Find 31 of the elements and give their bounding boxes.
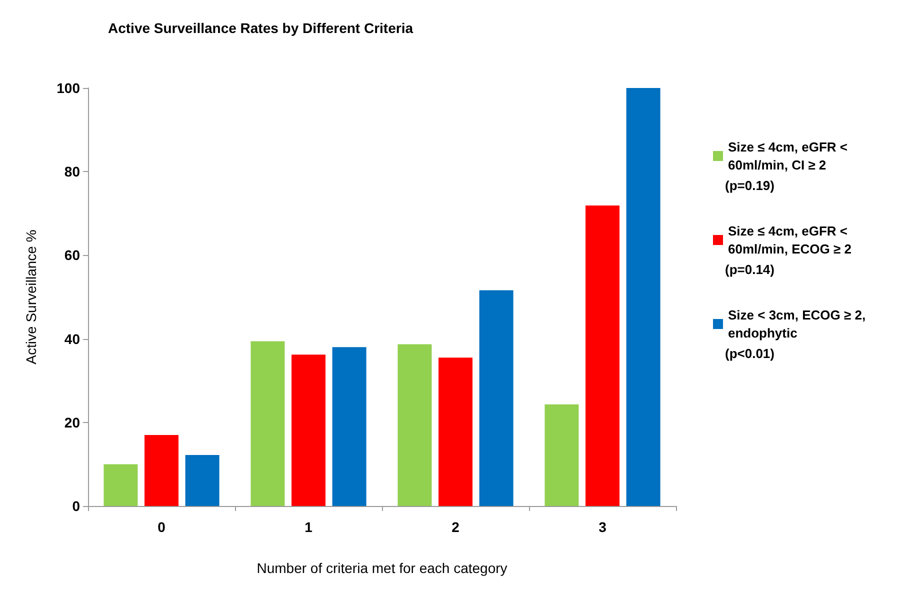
text: (p=0.19) bbox=[725, 178, 774, 193]
x-tick-label: 1 bbox=[304, 519, 313, 535]
bar bbox=[250, 341, 285, 506]
x-axis-title: Number of criteria met for each category bbox=[256, 560, 508, 576]
y-axis-title: Active Surveillance % bbox=[23, 230, 39, 364]
y-tick-label: 0 bbox=[72, 498, 80, 514]
bar bbox=[479, 290, 514, 506]
y-tick-label: 40 bbox=[64, 330, 80, 347]
text: (p<0.01) bbox=[725, 346, 774, 361]
bar bbox=[544, 404, 579, 506]
bar bbox=[104, 464, 138, 506]
bar bbox=[626, 88, 660, 506]
legend-label: Size ≤ 4cm, eGFR < 60ml/min, ECOG ≥ 2 bbox=[728, 224, 852, 256]
y-tick-label: 60 bbox=[64, 247, 80, 264]
bar bbox=[292, 354, 326, 506]
legend-label: Size < 3cm, ECOG ≥ 2, endophytic bbox=[728, 308, 870, 340]
y-tick-label: 80 bbox=[64, 164, 80, 180]
text: (p=0.14) bbox=[725, 262, 774, 277]
bar bbox=[332, 347, 366, 506]
x-tick-label: 0 bbox=[158, 519, 166, 535]
x-tick-label: 2 bbox=[452, 519, 460, 535]
bar bbox=[586, 205, 620, 506]
x-tick-label: 3 bbox=[598, 519, 607, 535]
y-tick-label: 20 bbox=[64, 414, 80, 430]
chart-title: Active Surveillance Rates by Different Criteria bbox=[108, 20, 414, 36]
bar bbox=[438, 358, 472, 506]
bar bbox=[185, 455, 220, 506]
bar bbox=[398, 344, 432, 506]
legend-label: Size ≤ 4cm, eGFR < 60ml/min, CI ≥ 2 bbox=[728, 140, 852, 172]
bar bbox=[144, 434, 178, 506]
y-tick-label: 100 bbox=[56, 80, 80, 96]
